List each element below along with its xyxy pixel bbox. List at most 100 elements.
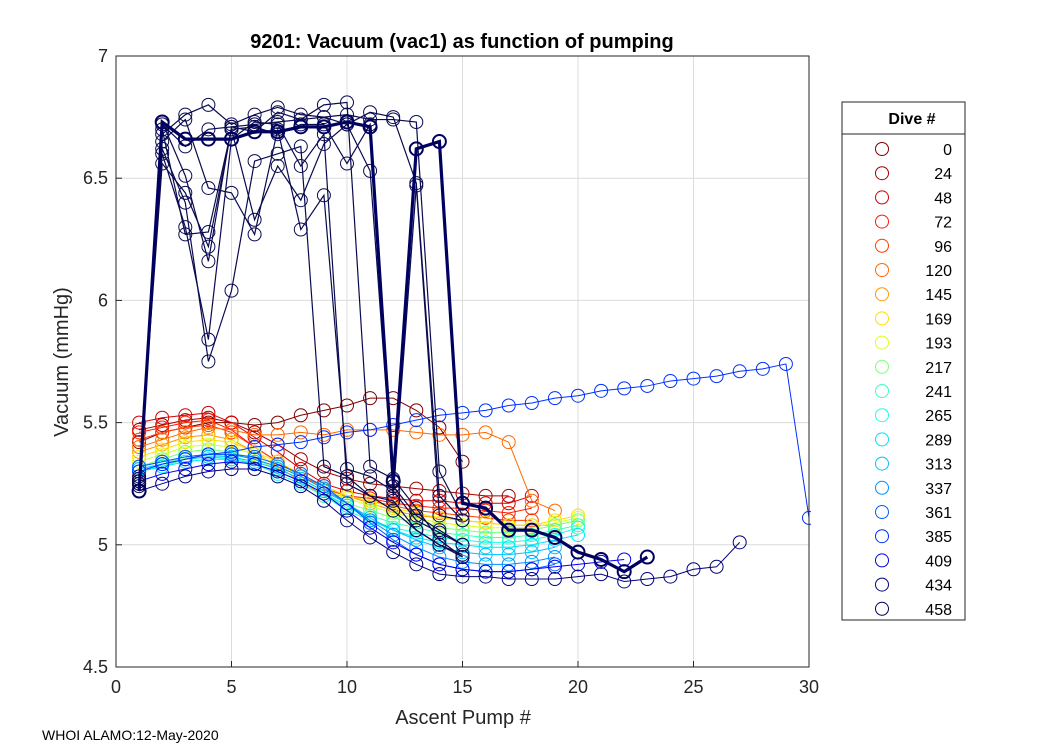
data-point [340, 398, 354, 413]
data-point [409, 481, 424, 496]
data-point [224, 440, 239, 455]
data-point [224, 444, 239, 459]
data-point [455, 554, 470, 569]
data-point [132, 440, 147, 455]
data-point [316, 493, 331, 508]
data-point [201, 437, 216, 452]
data-point [432, 427, 447, 442]
data-point [709, 559, 724, 574]
data-point [293, 474, 308, 489]
data-point [478, 510, 493, 525]
legend-label: 241 [925, 384, 952, 401]
x-tick-label: 30 [799, 677, 819, 697]
data-point [547, 529, 563, 545]
y-tick-label: 5.5 [83, 413, 108, 433]
data-point [386, 535, 401, 550]
series-458 [131, 114, 655, 580]
data-point [409, 176, 424, 191]
series-line [138, 417, 509, 497]
y-tick-label: 6.5 [83, 168, 108, 188]
data-point [178, 415, 193, 430]
data-point [385, 473, 401, 489]
series-line [138, 145, 463, 556]
plot-frame [115, 55, 810, 668]
data-point [455, 427, 470, 442]
data-point [455, 569, 470, 584]
data-point [363, 520, 378, 535]
data-point [201, 180, 216, 195]
series-120 [132, 420, 562, 518]
data-point [571, 388, 585, 403]
legend-label: 385 [925, 529, 952, 546]
legend-label: 265 [925, 408, 952, 425]
data-point [293, 119, 309, 135]
data-point [478, 500, 494, 516]
data-point [316, 188, 331, 203]
data-point [247, 114, 262, 129]
legend-label: 193 [925, 336, 952, 353]
data-point [224, 462, 239, 477]
data-point [732, 364, 747, 379]
data-point [270, 124, 286, 140]
series-line [138, 122, 463, 521]
data-point [340, 95, 354, 110]
series-169 [132, 432, 585, 533]
data-point [386, 523, 401, 538]
data-point [455, 454, 470, 469]
data-point [178, 185, 193, 200]
data-point [155, 432, 170, 447]
data-point [201, 413, 216, 428]
data-point [270, 457, 285, 472]
data-point [409, 513, 424, 528]
legend-marker [875, 601, 889, 616]
data-point [455, 523, 470, 538]
data-point [524, 537, 539, 552]
data-point [316, 110, 331, 125]
data-point [201, 405, 216, 420]
data-point [547, 391, 562, 406]
data-point [293, 466, 308, 481]
data-point [178, 107, 193, 122]
data-point [363, 422, 378, 437]
data-point [640, 572, 655, 587]
legend-label: 96 [934, 239, 952, 256]
legend-marker [875, 214, 889, 229]
data-point [293, 462, 308, 477]
data-point [478, 520, 493, 535]
data-point [132, 449, 147, 464]
data-point [247, 457, 262, 472]
data-point [524, 554, 539, 569]
data-point [316, 119, 332, 135]
series-434 [132, 462, 747, 589]
data-point [201, 239, 216, 254]
data-point [132, 432, 147, 447]
data-point [455, 513, 470, 528]
data-point [201, 254, 216, 269]
data-point [432, 464, 447, 479]
data-point [247, 462, 262, 477]
data-point [270, 427, 285, 442]
legend-marker [875, 529, 889, 544]
data-point [293, 452, 308, 467]
legend-label: 0 [943, 142, 952, 159]
data-point [316, 430, 331, 445]
data-point [270, 464, 285, 479]
data-point [501, 522, 517, 538]
data-point [501, 398, 516, 413]
data-point [362, 119, 378, 135]
data-point [178, 408, 193, 423]
x-axis-ticks: 0 5 10 15 20 25 30 [111, 661, 819, 697]
data-point [363, 530, 378, 545]
legend-label: 289 [925, 432, 952, 449]
data-point [409, 403, 424, 418]
data-point [224, 415, 239, 430]
data-point [247, 227, 262, 242]
series-line [138, 468, 741, 582]
data-point [524, 528, 539, 543]
data-point [247, 212, 262, 227]
data-point [386, 515, 401, 530]
data-point [316, 403, 331, 418]
data-point [178, 462, 193, 477]
data-point [755, 361, 770, 376]
data-point [224, 435, 239, 450]
